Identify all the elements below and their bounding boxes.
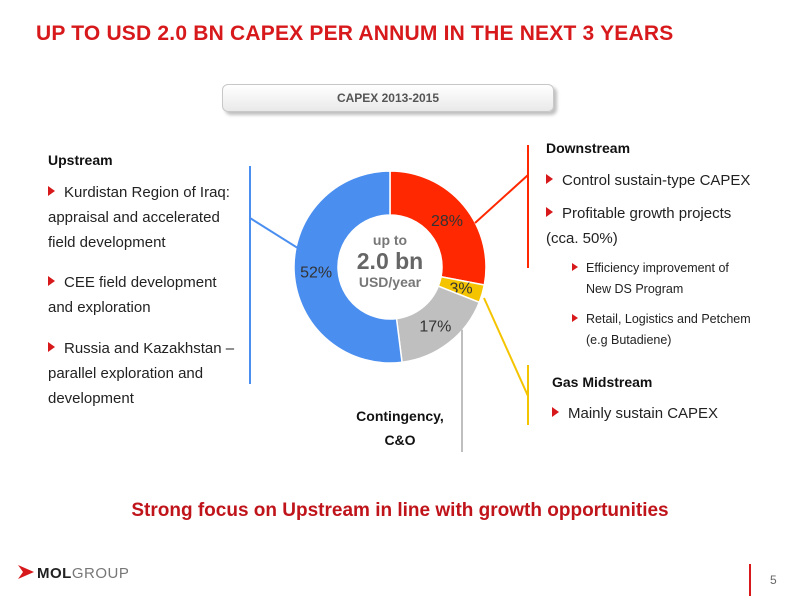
bullet-arrow-icon [546, 207, 553, 217]
center-line3: USD/year [358, 274, 422, 290]
bullet-arrow-icon [572, 314, 578, 322]
donut-center: up to 2.0 bn USD/year [340, 232, 440, 290]
donut-label-4: 52% [300, 265, 332, 282]
contingency-line1: Contingency, [356, 408, 444, 424]
donut-slice-4 [293, 170, 403, 364]
bullet-arrow-icon [552, 407, 559, 417]
bullet-arrow-icon [48, 186, 55, 196]
downstream-bullet-2-l1: Profitable growth projects [562, 205, 732, 222]
gas-connector [483, 297, 529, 397]
gas-midstream-bullet-1-l1: Mainly sustain CAPEX [568, 405, 719, 422]
bullet-arrow-icon [572, 263, 578, 271]
donut-label-3: 17% [419, 318, 451, 335]
contingency-connector [449, 317, 463, 331]
page-number-divider [749, 564, 751, 596]
donut-label-1: 28% [431, 213, 463, 230]
upstream-bullet-1-l1: Kurdistan Region of Iraq: [64, 184, 230, 201]
contingency-line2: C&O [384, 432, 416, 448]
donut-slice-1 [389, 170, 487, 286]
upstream-bullet-3-l2: parallel exploration and [48, 365, 204, 382]
bottom-message: Strong focus on Upstream in line with gr… [131, 500, 669, 521]
logo-mol: MOL [37, 565, 72, 582]
contingency-label: Contingency, C&O [340, 404, 460, 452]
downstream-bullet-2-l2: (cca. 50%) [546, 230, 618, 247]
downstream-sub-2-l2: (e.g Butadiene) [586, 333, 672, 347]
page-number: 5 [770, 573, 777, 587]
upstream-bullet-2: CEE field development and exploration [48, 270, 248, 320]
center-line2: 2.0 bn [356, 248, 424, 274]
bullet-arrow-icon [48, 342, 55, 352]
downstream-bullet-1-l1: Control sustain-type CAPEX [562, 172, 751, 189]
upstream-connector [249, 217, 321, 263]
company-logo: MOLGROUP [18, 565, 129, 582]
downstream-heading: Downstream [546, 140, 631, 156]
upstream-bullet-3: Russia and Kazakhstan – parallel explora… [48, 336, 248, 411]
gas-midstream-heading: Gas Midstream [552, 374, 653, 390]
downstream-sub-1-l1: Efficiency improvement of [586, 261, 729, 275]
donut-chart: 28%3%17%52% [293, 170, 487, 364]
upstream-bullet-2-l2: and exploration [48, 299, 151, 316]
page-title: UP TO USD 2.0 BN CAPEX PER ANNUM IN THE … [36, 22, 674, 45]
upstream-bullet-3-l3: development [48, 390, 134, 407]
upstream-bullet-2-l1: CEE field development [64, 274, 217, 291]
downstream-sub-bullet-2: Retail, Logistics and Petchem (e.g Butad… [572, 309, 751, 351]
downstream-connector [474, 174, 529, 224]
downstream-bullet-1: Control sustain-type CAPEX [546, 168, 750, 193]
downstream-sub-2-l1: Retail, Logistics and Petchem [586, 312, 751, 326]
bullet-arrow-icon [48, 276, 55, 286]
bullet-arrow-icon [546, 174, 553, 184]
downstream-bullet-2: Profitable growth projects (cca. 50%) [546, 201, 731, 251]
upstream-bullet-1-l2: appraisal and accelerated [48, 209, 220, 226]
gas-midstream-bullet-1: Mainly sustain CAPEX [552, 401, 718, 426]
downstream-sub-bullet-1: Efficiency improvement of New DS Program [572, 258, 729, 300]
upstream-bullet-3-l1: Russia and Kazakhstan – [64, 340, 235, 357]
logo-group: GROUP [71, 565, 130, 582]
upstream-bullet-1: Kurdistan Region of Iraq: appraisal and … [48, 180, 248, 255]
downstream-sub-1-l2: New DS Program [586, 282, 684, 296]
upstream-bullet-1-l3: field development [48, 234, 166, 251]
logo-arrow-icon [18, 565, 34, 579]
center-line1: up to [372, 232, 408, 248]
period-label: CAPEX 2013-2015 [222, 84, 554, 112]
upstream-heading: Upstream [48, 152, 113, 168]
